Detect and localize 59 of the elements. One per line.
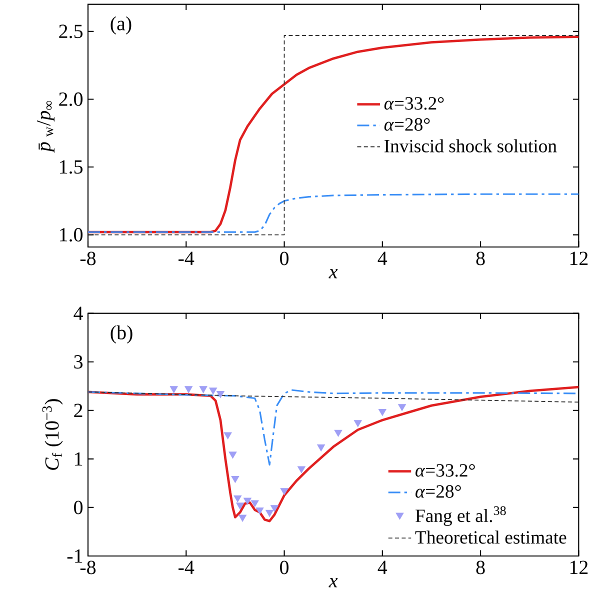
point — [270, 505, 278, 512]
point — [238, 514, 247, 522]
point — [317, 444, 326, 452]
y-tick-label: 2.0 — [59, 92, 83, 106]
legend-label: Theoretical estimate — [415, 530, 566, 544]
x-tick-label: -4 — [178, 252, 194, 265]
point — [209, 388, 218, 395]
point — [216, 391, 224, 398]
point — [334, 430, 342, 437]
y-tick-label: 1 — [75, 452, 82, 466]
legend-label: Fang et al.$^{38}$ — [416, 506, 506, 526]
x-axis-title: x — [328, 578, 338, 588]
point — [256, 507, 264, 514]
point — [250, 500, 259, 508]
point — [224, 432, 232, 440]
legend-label: α=28° — [384, 118, 430, 131]
y-tick-label: 2 — [74, 404, 82, 418]
point — [170, 386, 178, 394]
legend-label: α=33.2° — [384, 97, 444, 110]
x-tick-label: 4 — [378, 252, 388, 265]
x-tick-label: 12 — [570, 560, 588, 574]
point — [234, 495, 242, 502]
y-tick-label: 2.5 — [59, 24, 83, 38]
y-tick-label: 0 — [74, 500, 83, 514]
x-tick-label: 8 — [476, 252, 485, 266]
x-tick-label: -8 — [80, 560, 96, 574]
x-tick-label: 4 — [378, 560, 388, 574]
y-axis-title: p̄$_{w}$/p$_{∞}$ — [37, 100, 54, 153]
point — [236, 502, 244, 510]
annotation: (b) — [110, 325, 132, 344]
y-tick-label: 1.0 — [60, 228, 83, 242]
x-tick-label: 0 — [280, 560, 289, 574]
point — [297, 466, 306, 474]
legend-label: Inviscid shock solution — [384, 139, 557, 152]
y-tick-label: 1.5 — [60, 160, 83, 174]
x-tick-label: 12 — [570, 252, 588, 265]
point — [378, 408, 386, 416]
point — [199, 386, 208, 394]
x-tick-label: -4 — [178, 560, 194, 574]
point — [184, 386, 193, 394]
y-axis-title: C$_{f}$ (10$^{−3}$) — [42, 399, 63, 470]
y-tick-label: -1 — [67, 549, 82, 563]
point — [266, 510, 274, 517]
legend-label: α=33.2° — [416, 464, 475, 477]
legend-label: α=28° — [416, 485, 461, 498]
x-axis-title: x — [328, 269, 338, 278]
point — [280, 488, 288, 496]
x-tick-label: 8 — [476, 560, 485, 574]
point — [354, 420, 362, 428]
point — [228, 452, 237, 459]
line-series — [88, 391, 579, 403]
point — [231, 476, 240, 483]
x-tick-label: -8 — [80, 252, 96, 266]
annotation: (a) — [110, 16, 132, 34]
y-tick-label: 3 — [74, 355, 83, 369]
point — [244, 498, 252, 505]
y-tick-label: 4 — [74, 306, 83, 320]
x-tick-label: 0 — [280, 252, 289, 266]
point — [398, 404, 406, 412]
